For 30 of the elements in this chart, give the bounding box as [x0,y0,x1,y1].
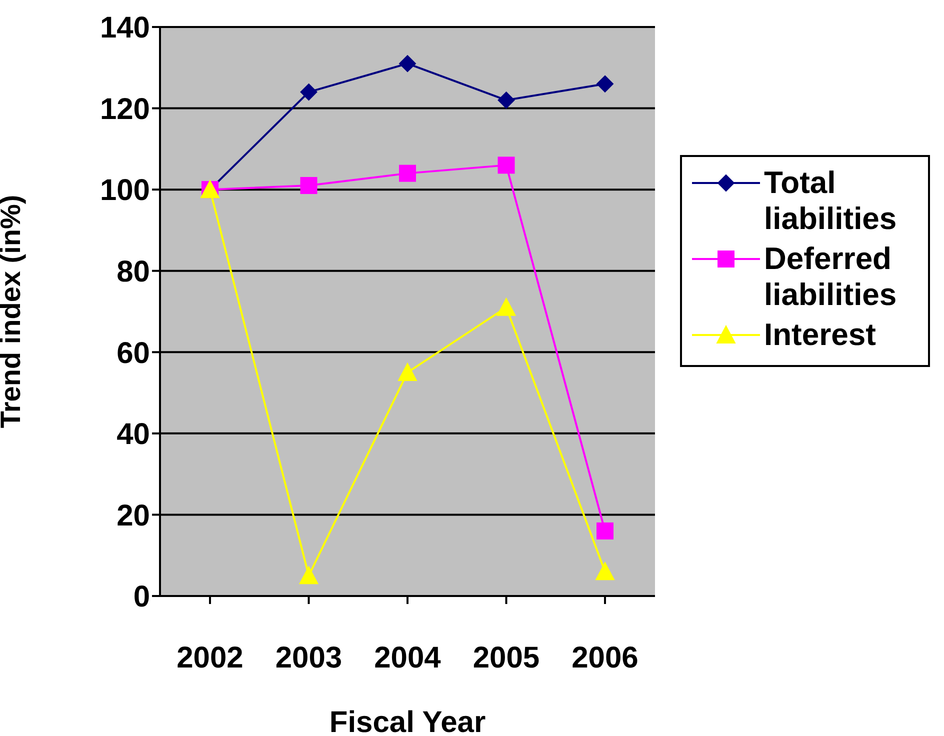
x-tick-label: 2004 [374,641,442,674]
y-tick-label: 40 [116,418,150,452]
y-tick-label: 0 [133,580,150,614]
x-tick-label: 2006 [572,641,638,674]
point [498,92,515,109]
point [498,156,515,174]
y-tick-label: 80 [116,256,150,289]
legend-label: Deferred liabilities [764,241,898,313]
point [399,164,416,182]
point [399,55,416,72]
point [496,298,516,316]
y-tick-label: 120 [100,92,150,126]
y-tick-label: 60 [116,336,150,370]
y-axis-title: Trend index (in%) [0,194,26,428]
legend-label: Total liabilities [764,165,898,237]
x-tick-label: 2005 [472,641,540,674]
x-tick-label: 2003 [275,641,342,674]
y-tick-label: 100 [100,174,150,208]
legend-label: Interest [764,317,876,353]
point [300,177,318,194]
point [300,84,318,101]
x-axis-title: Fiscal Year [329,706,486,736]
x-tick-label: 2002 [176,641,244,674]
point [596,75,614,92]
point [398,362,417,381]
y-tick-label: 20 [116,499,150,532]
point [596,522,614,540]
point [299,566,318,584]
y-tick-label: 140 [100,12,150,45]
point [596,562,614,580]
